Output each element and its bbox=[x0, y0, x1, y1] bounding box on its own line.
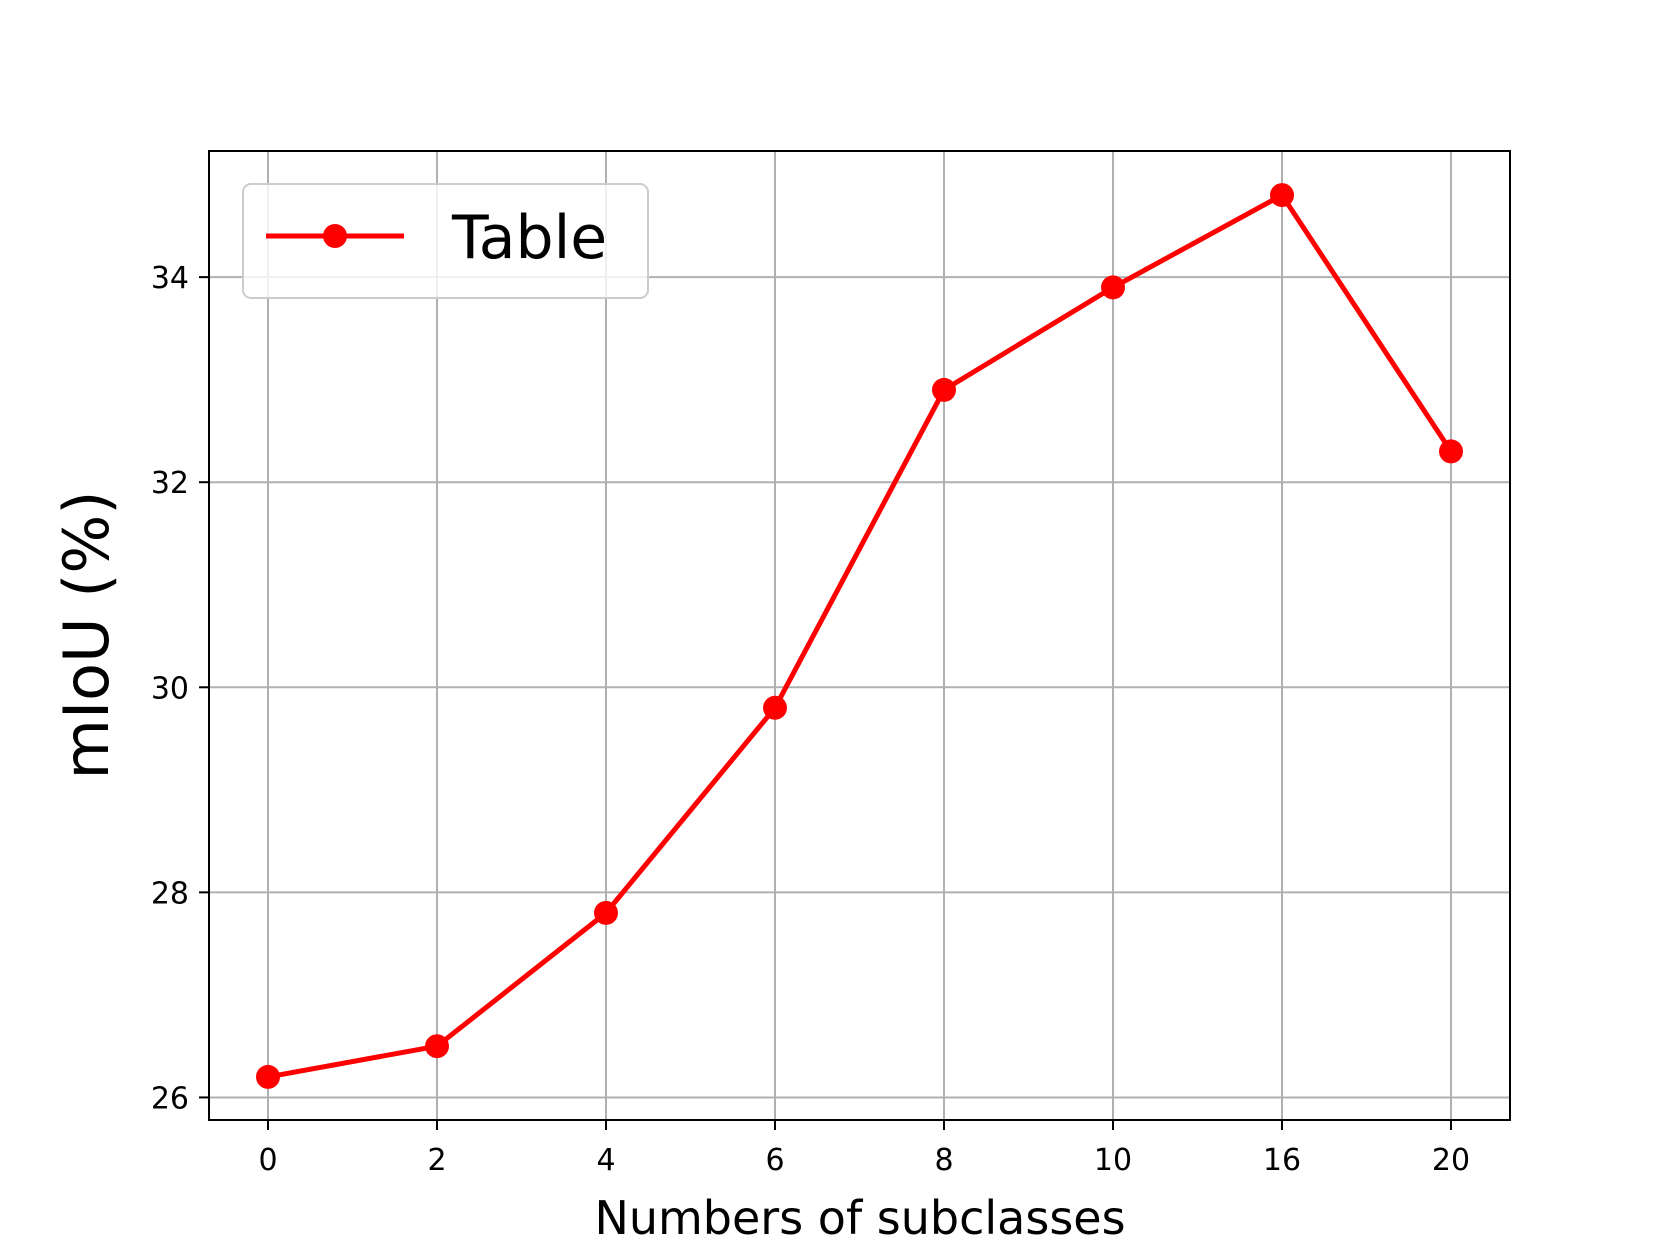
data-point bbox=[1101, 275, 1125, 300]
legend-box bbox=[242, 183, 649, 299]
x-tick-label: 2 bbox=[427, 1143, 446, 1178]
data-point bbox=[1270, 183, 1294, 208]
y-tick-label: 34 bbox=[151, 261, 189, 296]
y-axis-title: mIoU (%) bbox=[50, 491, 123, 780]
plot-frame bbox=[208, 150, 1511, 1121]
data-point bbox=[594, 900, 618, 925]
data-point bbox=[1439, 439, 1463, 464]
series-line bbox=[267, 192, 1454, 1080]
legend-label: Table bbox=[451, 203, 607, 273]
data-point bbox=[425, 1034, 449, 1059]
x-axis-title: Numbers of subclasses bbox=[594, 1191, 1125, 1245]
grid-lines bbox=[209, 151, 1510, 1120]
legend-marker-sample bbox=[323, 224, 347, 248]
y-tick-label: 32 bbox=[151, 466, 189, 501]
x-tick-label: 20 bbox=[1432, 1143, 1470, 1178]
x-tick-label: 8 bbox=[934, 1143, 953, 1178]
x-tick-label: 0 bbox=[258, 1143, 277, 1178]
data-point bbox=[256, 1064, 280, 1089]
x-tick-label: 4 bbox=[596, 1143, 615, 1178]
data-point bbox=[932, 377, 956, 402]
legend: Table bbox=[242, 183, 649, 299]
series-layer bbox=[256, 183, 1463, 1089]
y-tick-label: 30 bbox=[151, 671, 189, 706]
x-tick-label: 6 bbox=[765, 1143, 784, 1178]
x-tick-label: 10 bbox=[1094, 1143, 1132, 1178]
y-tick-label: 28 bbox=[151, 876, 189, 911]
data-point bbox=[763, 695, 787, 720]
axis-ticks: 0 2 4 6 8 10 16 20 26 28 30 32 34 bbox=[151, 261, 1470, 1178]
y-tick-label: 26 bbox=[151, 1081, 189, 1116]
x-tick-label: 16 bbox=[1263, 1143, 1301, 1178]
